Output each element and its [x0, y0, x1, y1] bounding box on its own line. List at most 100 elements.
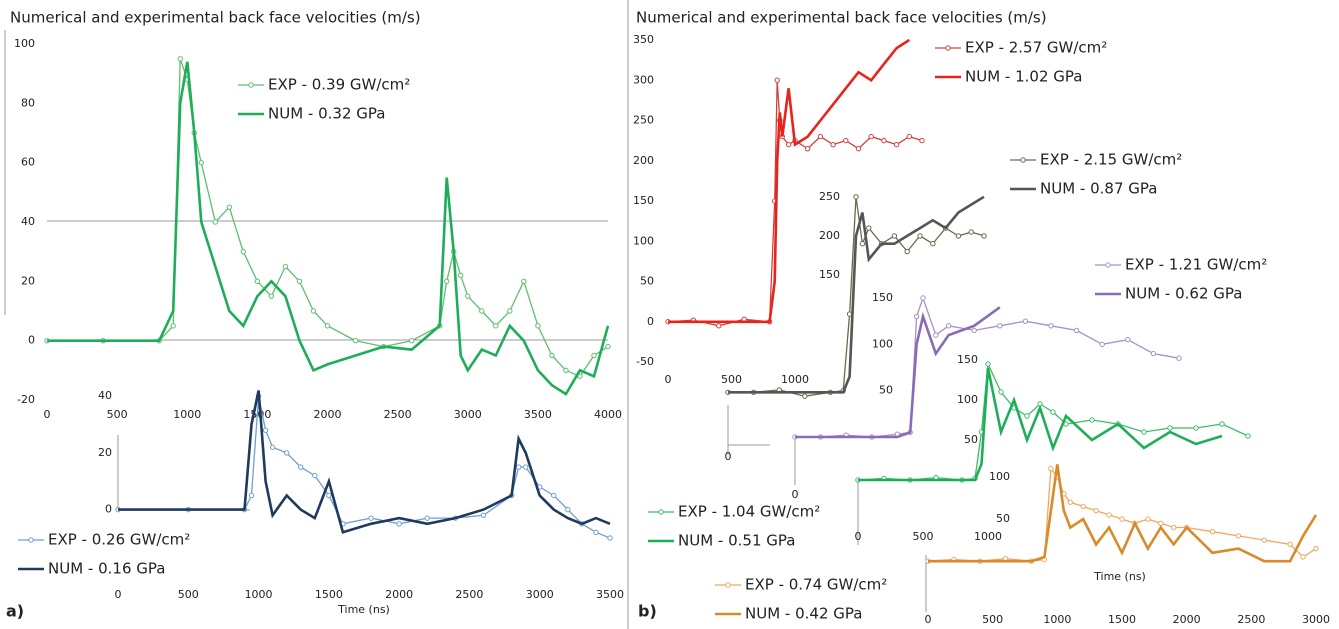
data-point [1073, 327, 1080, 334]
data-point [855, 145, 862, 152]
x-tick-label: 3500 [596, 588, 624, 601]
data-point [891, 233, 898, 239]
data-point [917, 233, 923, 239]
data-point [913, 313, 920, 320]
y-tick-label: 20 [98, 446, 112, 459]
data-point [507, 308, 513, 314]
data-point [985, 361, 991, 367]
x-tick-label: 3000 [1302, 613, 1330, 626]
x-tick-label: 3500 [524, 408, 552, 421]
data-point [716, 323, 722, 329]
legend-label: EXP - 1.04 GW/cm² [678, 503, 820, 521]
data-point [802, 393, 808, 399]
x-tick-label: 500 [913, 530, 934, 543]
y-tick-label: 50 [879, 384, 893, 397]
y-tick-label: 0 [28, 334, 35, 347]
data-point [1022, 318, 1029, 324]
data-point [324, 323, 331, 329]
data-point [1150, 350, 1157, 357]
data-point [268, 293, 275, 299]
data-point [1145, 516, 1151, 522]
y-tick-label: 0 [647, 315, 654, 328]
y-tick-label: 250 [819, 190, 840, 203]
x-tick-label: 1000 [781, 373, 809, 386]
data-point [1219, 421, 1225, 427]
data-point [1141, 429, 1147, 435]
data-point [868, 133, 874, 140]
data-point [282, 263, 289, 270]
x-tick-label: 500 [982, 613, 1003, 626]
data-line [927, 466, 1317, 562]
y-tick-label: 100 [633, 234, 654, 247]
y-tick-label: 100 [957, 393, 978, 406]
data-point [396, 521, 402, 527]
data-line [728, 195, 985, 394]
x-tick-label: 2000 [1173, 613, 1201, 626]
data-point [1158, 520, 1164, 527]
data-point [1125, 337, 1131, 343]
data-point [515, 464, 522, 470]
data-point [312, 472, 318, 479]
data-point [1099, 341, 1105, 348]
x-tick-label: 0 [44, 408, 51, 421]
data-point [998, 389, 1004, 395]
data-point [458, 272, 464, 279]
data-line [928, 464, 1318, 563]
legend-label: EXP - 2.15 GW/cm² [1040, 151, 1182, 169]
x-tick-label: 0 [665, 373, 672, 386]
data-point [298, 464, 304, 470]
legend-swatch [945, 45, 951, 51]
data-point [248, 492, 255, 499]
y-tick-label: 200 [819, 229, 840, 242]
legend-label: EXP - 0.39 GW/cm² [268, 76, 410, 94]
y-tick-label: 100 [14, 37, 35, 50]
data-point [1171, 524, 1177, 531]
data-point [240, 248, 247, 255]
data-point [565, 506, 571, 513]
data-point [997, 323, 1003, 329]
data-point [1261, 537, 1267, 543]
data-point [1245, 433, 1251, 439]
x-tick-label: 500 [721, 373, 742, 386]
data-point [551, 492, 557, 499]
data-point [493, 323, 499, 329]
legend-swatch [725, 582, 731, 588]
data-point [1093, 507, 1099, 514]
y-tick-label: 50 [964, 433, 978, 446]
data-point [549, 352, 555, 359]
legend-label: EXP - 1.21 GW/cm² [1125, 256, 1267, 274]
data-point [444, 278, 450, 285]
panel-label: b) [638, 602, 657, 621]
data-point [774, 77, 780, 83]
data-point [920, 295, 926, 301]
data-point [408, 337, 415, 344]
x-tick-label: 1500 [1108, 613, 1136, 626]
data-point [310, 308, 317, 314]
x-tick-label: 1000 [173, 408, 201, 421]
data-point [177, 56, 183, 62]
legend-swatch [1020, 157, 1026, 163]
y-tick-label: 150 [957, 353, 978, 366]
x-axis-label: Time (ns) [1093, 570, 1146, 583]
data-point [1176, 355, 1182, 361]
data-point [1106, 512, 1112, 518]
x-tick-label: 2000 [385, 588, 413, 601]
legend-label: NUM - 0.16 GPa [48, 560, 165, 578]
data-point [1080, 503, 1086, 510]
data-point [563, 367, 569, 374]
data-point [269, 444, 276, 450]
data-line [667, 80, 923, 327]
data-point [607, 535, 613, 541]
x-tick-label: 4000 [594, 408, 622, 421]
data-point [1209, 529, 1216, 535]
data-point [830, 141, 836, 148]
data-point [535, 323, 541, 329]
y-tick-label: -20 [17, 393, 35, 406]
x-tick-label: 3000 [454, 408, 482, 421]
x-tick-label: 1000 [974, 530, 1002, 543]
data-point [424, 515, 430, 521]
legend-swatch [248, 82, 254, 88]
data-point [521, 278, 527, 285]
x-tick-label: 0 [725, 450, 732, 463]
